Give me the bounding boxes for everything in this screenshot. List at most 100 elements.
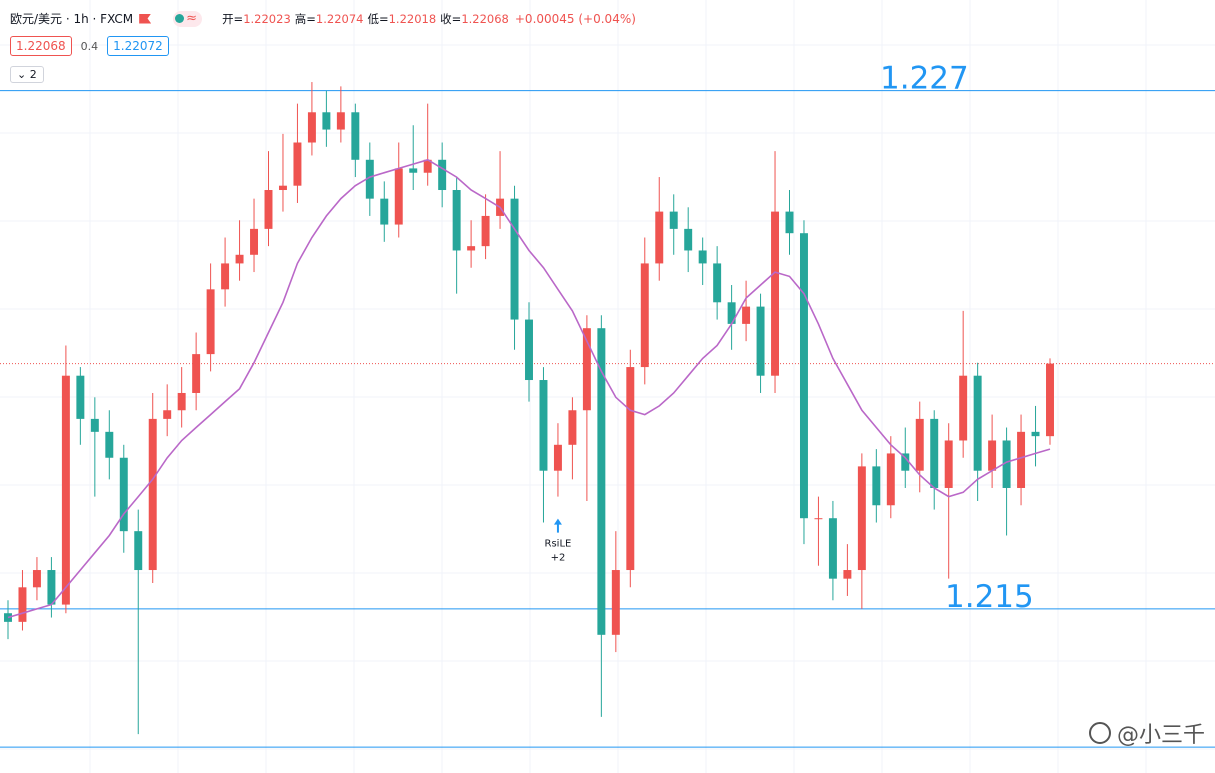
change: +0.00045 (+0.04%) [514, 11, 636, 26]
watermark-logo [1088, 722, 1111, 744]
candle-body [915, 418, 924, 471]
indicator-count: 2 [29, 68, 37, 81]
candle-body [539, 380, 548, 471]
candle-body [857, 466, 866, 571]
candle-body [206, 289, 215, 355]
indicator-toggle[interactable]: ⌄ 2 [10, 66, 44, 83]
candle-body [105, 431, 114, 458]
spread: 0.4 [80, 39, 99, 53]
candle-body [973, 375, 982, 471]
symbol: 欧元/美元 · 1h · FXCM [10, 12, 134, 26]
candle-body [307, 112, 316, 143]
ma-line [7, 158, 1051, 619]
candle-body [278, 185, 287, 191]
flag-icon[interactable] [139, 13, 152, 24]
candle-body [134, 531, 143, 571]
signal-label: RsiLE [545, 539, 572, 550]
candle-body [655, 211, 664, 264]
ohlc-item: 高=1.22074 [295, 11, 364, 27]
candle-body [409, 168, 418, 173]
candle-body [76, 375, 85, 419]
ohlc-value: 1.22074 [315, 11, 364, 26]
signal-count: +2 [551, 553, 566, 564]
candle-body [640, 263, 649, 368]
ask[interactable]: 1.22072 [107, 36, 169, 56]
candle-body [944, 440, 953, 488]
candle-body [626, 367, 635, 571]
candle-body [264, 190, 273, 229]
candle-body [394, 168, 403, 225]
watermark-text: @小三千 [1116, 723, 1205, 748]
candle-body [872, 466, 881, 506]
candle-body [698, 250, 707, 264]
candle-body [727, 302, 736, 324]
candle-body [843, 570, 852, 579]
ohlc-label: 高= [294, 11, 316, 26]
ohlc-label: 收= [440, 11, 462, 26]
candle-body [380, 198, 389, 225]
candle-body [814, 518, 823, 520]
candle-body [293, 142, 302, 186]
candle-body [525, 319, 533, 381]
candle-body [742, 306, 751, 324]
candle-body [32, 570, 41, 588]
candle-body [163, 410, 172, 419]
candle-body [553, 444, 562, 471]
candle-body [988, 440, 997, 471]
watermark: @小三千 [1088, 717, 1205, 749]
candle-body [886, 453, 895, 506]
candle-body [1017, 431, 1026, 488]
candle-body [510, 198, 519, 320]
status-pill[interactable]: ≈ [173, 10, 203, 27]
candle-body [1046, 363, 1054, 437]
bid[interactable]: 1.22068 [10, 36, 72, 56]
signal-arrow [553, 518, 562, 533]
candle-body [684, 228, 693, 251]
candle-body [351, 112, 360, 160]
candle-body [582, 328, 591, 411]
level-label: 1.227 [880, 61, 969, 97]
candle-body [568, 410, 577, 445]
candle-body [901, 453, 910, 471]
ohlc-value: 1.22023 [243, 11, 291, 26]
level-label: 1.215 [945, 579, 1034, 615]
candle-body [438, 159, 447, 191]
candle-body [467, 246, 476, 251]
candle-body [90, 418, 99, 432]
candle-body [177, 392, 186, 411]
candle-body [47, 570, 56, 605]
candle-body [221, 263, 230, 290]
ohlc-item: 开=1.22023 [222, 11, 291, 27]
candle-body [828, 518, 837, 579]
candle-body [799, 233, 808, 519]
candle-body [611, 570, 620, 635]
candle-body [756, 306, 765, 376]
candle-body [669, 211, 678, 229]
ohlc-label: 开= [222, 11, 244, 26]
candle-body [423, 159, 432, 173]
ohlc-value: 1.22018 [388, 11, 437, 26]
ohlc: 开=1.22023 高=1.22074 低=1.22018 收=1.22068 [222, 11, 509, 27]
status-dot [175, 14, 185, 23]
candle-body [250, 228, 259, 255]
candle-body [771, 211, 780, 376]
candle-body [61, 375, 70, 605]
candle-body [119, 457, 128, 532]
wave-icon: ≈ [186, 11, 198, 26]
candle-body [785, 211, 794, 234]
candle-body [452, 190, 461, 251]
candle-body [1031, 431, 1040, 437]
candle-body [1002, 440, 1011, 488]
quote-row: 1.22068 0.4 1.22072 [10, 36, 169, 56]
legend-header: 欧元/美元 · 1h · FXCM ≈ 开=1.22023 高=1.22074 低=… [10, 10, 636, 27]
candle-body [148, 418, 157, 571]
candle-body [4, 613, 12, 622]
candle-body [713, 263, 722, 303]
ohlc-item: 低=1.22018 [367, 11, 436, 27]
candle-body [322, 112, 331, 130]
candle-body [597, 328, 606, 635]
ohlc-value: 1.22068 [461, 11, 509, 26]
candle-body [959, 375, 968, 441]
